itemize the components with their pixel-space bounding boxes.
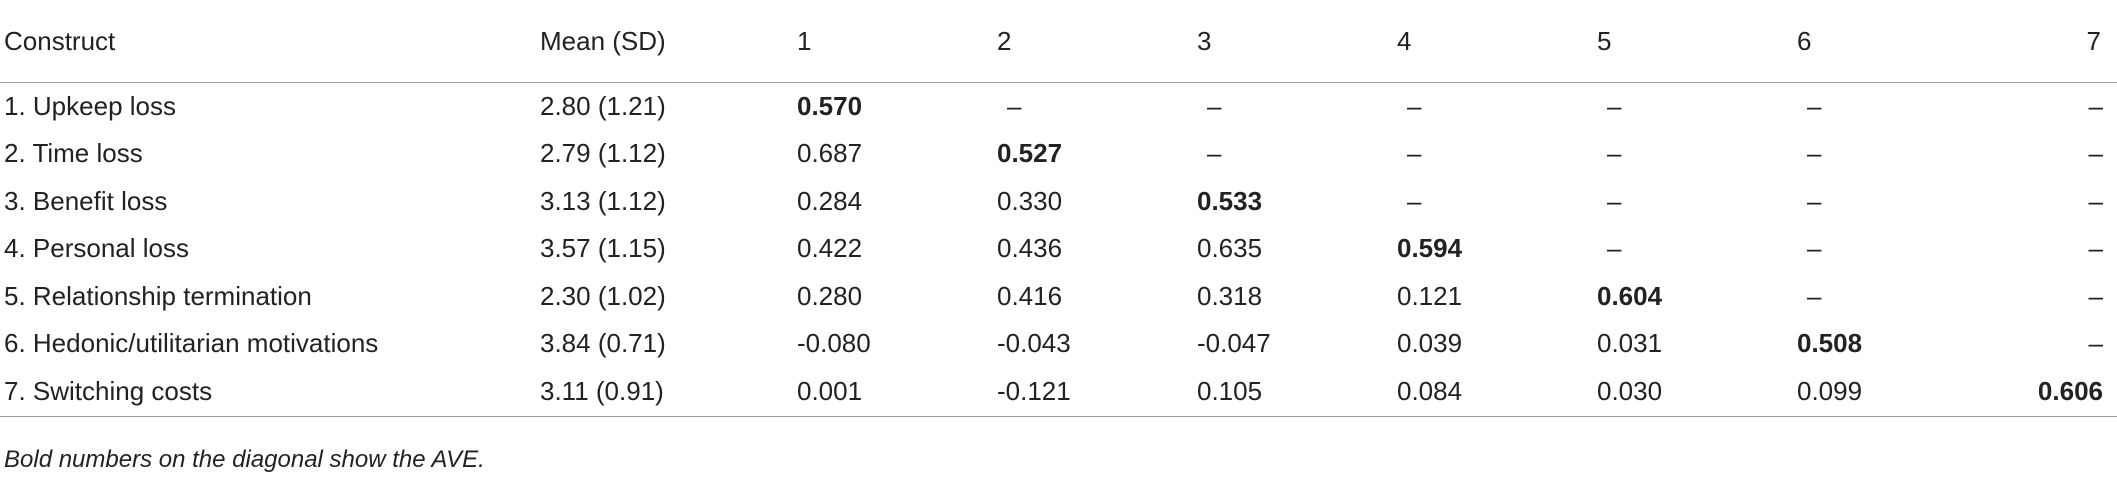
table-row: 5. Relationship termination 2.30 (1.02) … [0,272,2117,320]
correlation-cell: 0.030 [1597,376,1663,407]
table-row: 4. Personal loss 3.57 (1.15) 0.422 0.436… [0,225,2117,273]
ave-cell: 0.604 [1597,280,1663,311]
correlation-cell: 0.280 [797,280,863,311]
ave-cell: 0.570 [797,91,863,121]
header-col-5: 5 [1597,25,1612,56]
construct-cell: 7. Switching costs [4,376,213,407]
empty-cell: – [1207,138,1222,169]
correlation-cell: 0.436 [997,233,1063,264]
empty-cell: – [1807,91,1822,121]
construct-cell: 5. Relationship termination [4,280,312,311]
correlation-cell: 0.039 [1397,328,1463,359]
ave-cell: 0.527 [997,138,1063,169]
header-col-2: 2 [997,25,1012,56]
empty-cell: – [1807,185,1822,216]
ave-cell: 0.594 [1397,233,1463,264]
correlation-cell: 0.422 [797,233,863,264]
empty-cell: – [2088,328,2103,359]
mean-sd-cell: 3.11 (0.91) [540,376,664,407]
mean-sd-cell: 3.84 (0.71) [540,328,666,359]
correlation-cell: -0.047 [1197,328,1271,359]
table-row: 6. Hedonic/utilitarian motivations 3.84 … [0,320,2117,368]
ave-cell: 0.508 [1797,328,1863,359]
construct-cell: 4. Personal loss [4,233,189,264]
empty-cell: – [1607,233,1622,264]
empty-cell: – [1207,91,1222,121]
header-mean-sd: Mean (SD) [540,25,666,56]
header-col-7: 7 [2086,25,2101,56]
correlation-cell: 0.031 [1597,328,1663,359]
mean-sd-cell: 2.80 (1.21) [540,91,666,121]
header-col-3: 3 [1197,25,1212,56]
empty-cell: – [1807,138,1822,169]
mean-sd-cell: 2.30 (1.02) [540,280,666,311]
correlation-cell: 0.099 [1797,376,1863,407]
table-row: 3. Benefit loss 3.13 (1.12) 0.284 0.330 … [0,177,2117,225]
header-col-6: 6 [1797,25,1812,56]
empty-cell: – [1607,91,1622,121]
correlation-cell: -0.121 [997,376,1071,407]
empty-cell: – [2088,185,2103,216]
construct-cell: 2. Time loss [4,138,143,169]
ave-cell: 0.606 [2037,376,2103,407]
correlation-cell: 0.284 [797,185,863,216]
empty-cell: – [1407,91,1422,121]
empty-cell: – [1007,91,1022,121]
empty-cell: – [1407,138,1422,169]
mean-sd-cell: 3.13 (1.12) [540,185,666,216]
correlation-cell: 0.635 [1197,233,1263,264]
correlation-cell: -0.043 [997,328,1071,359]
ave-cell: 0.533 [1197,185,1263,216]
correlation-cell: 0.687 [797,138,863,169]
table-row: 2. Time loss 2.79 (1.12) 0.687 0.527 – –… [0,130,2117,178]
header-col-4: 4 [1397,25,1412,56]
correlation-cell: 0.121 [1397,280,1463,311]
empty-cell: – [2088,91,2103,121]
construct-cell: 1. Upkeep loss [4,91,176,121]
header-col-1: 1 [797,25,812,56]
table-row: 7. Switching costs 3.11 (0.91) 0.001 -0.… [0,367,2117,416]
header-construct: Construct [4,25,116,56]
correlation-cell: -0.080 [797,328,871,359]
construct-cell: 6. Hedonic/utilitarian motivations [4,328,379,359]
correlation-cell: 0.416 [997,280,1063,311]
empty-cell: – [1807,233,1822,264]
empty-cell: – [2088,138,2103,169]
correlation-table: Construct Mean (SD) 1 2 3 4 5 6 7 1. Upk… [0,0,2117,416]
empty-cell: – [1607,185,1622,216]
construct-cell: 3. Benefit loss [4,185,168,216]
table-row: 1. Upkeep loss 2.80 (1.21) 0.570 – – – –… [0,82,2117,130]
correlation-cell: 0.330 [997,185,1063,216]
empty-cell: – [2088,233,2103,264]
mean-sd-cell: 3.57 (1.15) [540,233,666,264]
empty-cell: – [1607,138,1622,169]
correlation-cell: 0.105 [1197,376,1263,407]
table-footnote: Bold numbers on the diagonal show the AV… [4,446,485,473]
correlation-cell: 0.318 [1197,280,1263,311]
mean-sd-cell: 2.79 (1.12) [540,138,666,169]
empty-cell: – [1807,280,1822,311]
correlation-cell: 0.001 [797,376,863,407]
table-header-row: Construct Mean (SD) 1 2 3 4 5 6 7 [0,0,2117,82]
correlation-cell: 0.084 [1397,376,1463,407]
empty-cell: – [1407,185,1422,216]
empty-cell: – [2088,280,2103,311]
